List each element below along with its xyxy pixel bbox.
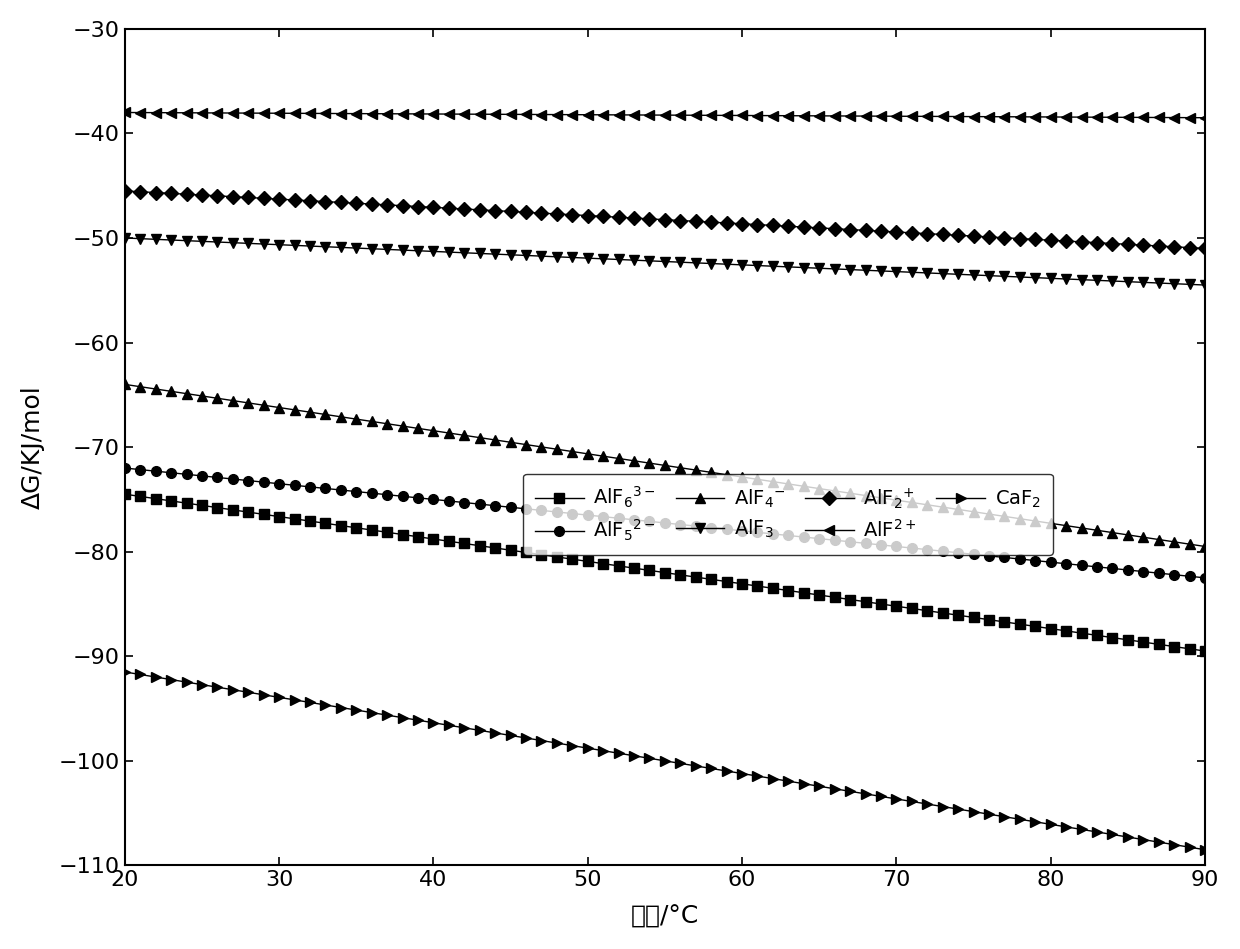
Y-axis label: ΔG/KJ/mol: ΔG/KJ/mol <box>21 385 45 509</box>
X-axis label: 温度/°C: 温度/°C <box>631 904 699 928</box>
Legend: AlF$_6$$^{3-}$, AlF$_5$$^{2-}$, AlF$_4$$^{-}$, AlF$_3$, AlF$_2$$^{+}$, AlF$^{2+}: AlF$_6$$^{3-}$, AlF$_5$$^{2-}$, AlF$_4$$… <box>523 474 1053 555</box>
